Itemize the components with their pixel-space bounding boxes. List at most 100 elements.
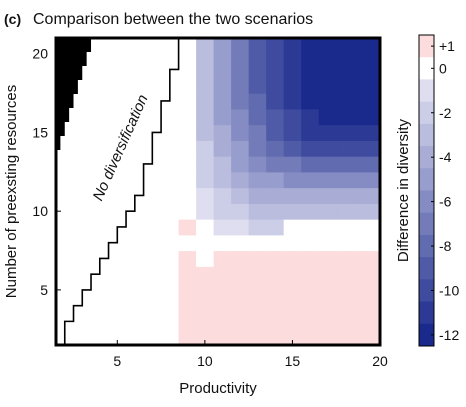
heatmap-cell	[301, 282, 320, 299]
heatmap-cell	[143, 93, 162, 110]
heatmap-cell	[353, 187, 372, 204]
heatmap-cell	[371, 219, 381, 236]
heatmap-cell	[283, 234, 302, 252]
heatmap-cell	[283, 219, 302, 236]
heatmap-cell	[266, 282, 285, 299]
heatmap-cell	[91, 77, 110, 94]
heatmap-cell	[336, 156, 355, 173]
y-tick-label: 10	[32, 203, 48, 219]
heatmap-cell	[178, 171, 197, 189]
heatmap-cell	[213, 297, 232, 315]
heatmap-cell	[73, 313, 92, 330]
heatmap-cell	[196, 77, 215, 94]
heatmap-cell	[73, 234, 92, 252]
heatmap-cell	[353, 234, 372, 252]
colorbar-tick-label: 0	[439, 60, 447, 76]
heatmap-cell	[161, 266, 180, 283]
heatmap-cell	[143, 297, 162, 315]
heatmap-cell	[231, 124, 250, 141]
heatmap-cell	[353, 282, 372, 299]
heatmap-cell	[73, 77, 92, 94]
heatmap-cell	[248, 124, 267, 141]
heatmap-cell	[196, 266, 215, 283]
colorbar-swatch	[419, 79, 434, 103]
heatmap-cell	[161, 203, 180, 220]
heatmap-cell	[108, 93, 127, 110]
heatmap-cell	[318, 187, 337, 204]
heatmap-cell	[126, 93, 145, 110]
heatmap-cell	[336, 93, 355, 110]
colorbar: +1 0 -2 -4 -6 -8 -10 -12 Difference in diversit…	[395, 34, 459, 347]
colorbar-tick-label: -2	[439, 105, 452, 121]
heatmap-cell	[73, 329, 92, 346]
heatmap-cell	[108, 61, 127, 78]
heatmap-cell	[126, 45, 145, 63]
heatmap-cell	[266, 156, 285, 173]
heatmap-cell	[56, 282, 75, 299]
heatmap-cell	[231, 187, 250, 204]
heatmap-cell	[248, 93, 267, 110]
heatmap-cell	[196, 297, 215, 315]
heatmap-cell	[178, 140, 197, 157]
heatmap-cell	[371, 124, 381, 141]
panel-letter: (c)	[4, 11, 21, 27]
heatmap-cell	[371, 329, 381, 346]
heatmap-cell	[353, 266, 372, 283]
heatmap-cell	[231, 93, 250, 110]
heatmap-cell	[231, 156, 250, 173]
heatmap-cell	[231, 140, 250, 157]
heatmap-cell	[213, 329, 232, 346]
heatmap-cell	[178, 93, 197, 110]
heatmap-cell	[143, 234, 162, 252]
heatmap-cell	[248, 282, 267, 299]
heatmap-cell	[91, 329, 110, 346]
heatmap-cell	[73, 140, 92, 157]
heatmap-cell	[196, 124, 215, 141]
heatmap-cell	[301, 266, 320, 283]
heatmap-cell	[248, 266, 267, 283]
colorbar-tick-label: -4	[439, 149, 452, 165]
heatmap-cell	[196, 203, 215, 220]
colorbar-swatch	[419, 101, 434, 125]
heatmap-cell	[91, 282, 110, 299]
heatmap-cell	[108, 140, 127, 157]
heatmap-cell	[56, 203, 75, 220]
heatmap-cell	[248, 45, 267, 63]
heatmap-cell	[196, 156, 215, 173]
heatmap-cell	[371, 203, 381, 220]
heatmap-cell	[353, 124, 372, 141]
heatmap-cell	[108, 124, 127, 141]
heatmap-cell	[196, 140, 215, 157]
heatmap-cell	[56, 297, 75, 315]
heatmap-cell	[301, 171, 320, 189]
heatmap-cell	[73, 93, 92, 110]
heatmap-cell	[108, 282, 127, 299]
heatmap-cell	[108, 38, 127, 47]
heatmap-cell	[353, 156, 372, 173]
heatmap-cell	[266, 297, 285, 315]
heatmap-cell	[91, 124, 110, 141]
heatmap-cell	[161, 108, 180, 126]
heatmap-cell	[266, 329, 285, 346]
heatmap-cell	[91, 61, 110, 78]
heatmap-cell	[126, 266, 145, 283]
heatmap-plot: No diversification	[54, 36, 382, 347]
heatmap-cell	[143, 219, 162, 236]
heatmap-cell	[73, 108, 92, 126]
heatmap-cell	[56, 156, 75, 173]
colorbar-swatch	[419, 212, 434, 236]
heatmap-cell	[196, 38, 215, 47]
heatmap-cell	[336, 108, 355, 126]
heatmap-cell	[91, 234, 110, 252]
heatmap-cell	[353, 313, 372, 330]
heatmap-cell	[56, 250, 75, 267]
heatmap-cell	[336, 297, 355, 315]
heatmap-cell	[143, 45, 162, 63]
heatmap-cell	[336, 38, 355, 47]
heatmap-cell	[248, 219, 267, 236]
colorbar-swatch	[419, 323, 434, 347]
heatmap-cell	[143, 108, 162, 126]
heatmap-cell	[213, 108, 232, 126]
colorbar-swatch	[419, 234, 434, 258]
heatmap-cell	[266, 124, 285, 141]
